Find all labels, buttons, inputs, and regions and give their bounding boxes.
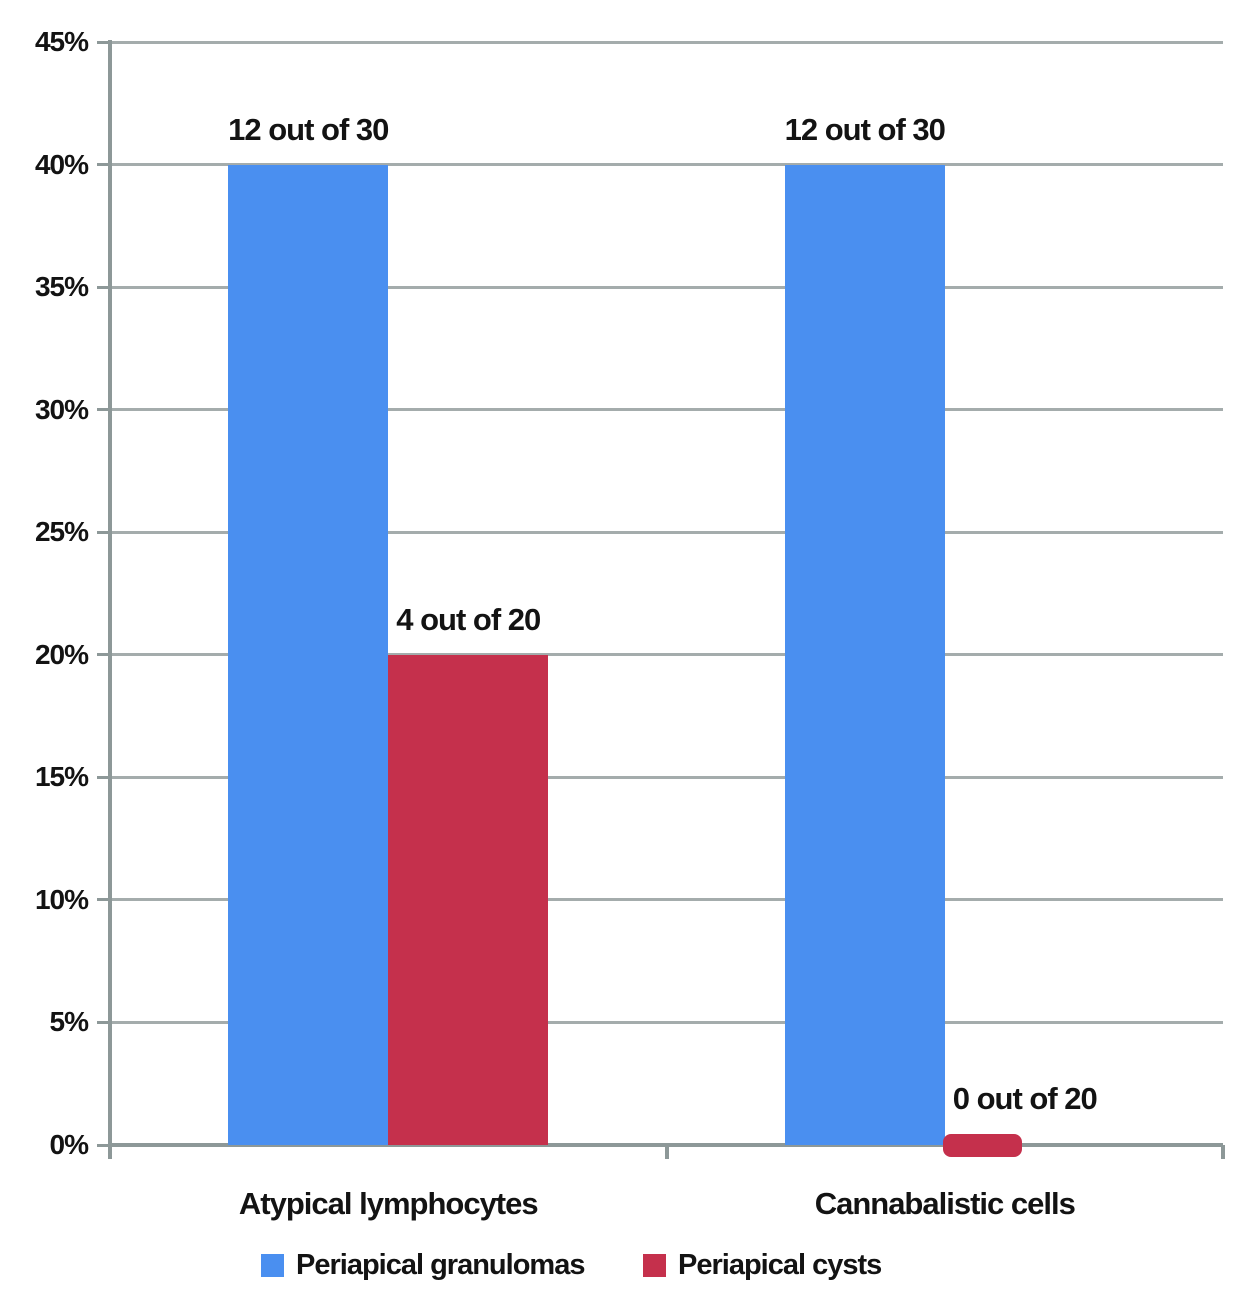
category-label-atypical-lymphocytes: Atypical lymphocytes <box>238 1186 539 1221</box>
gridline <box>110 775 1223 779</box>
y-axis-tick <box>97 1020 110 1024</box>
legend-swatch-periapical-granulomas <box>261 1254 284 1277</box>
bar-periapical-cysts-cannabalistic-cells <box>942 1133 1022 1157</box>
bar-periapical-cysts-atypical-lymphocytes <box>388 654 549 1145</box>
y-axis-tick-label: 0% <box>49 1129 89 1160</box>
bar-value-label: 4 out of 20 <box>396 601 541 637</box>
x-axis-tick <box>1221 1145 1225 1159</box>
gridline <box>110 653 1223 657</box>
bar-periapical-granulomas-cannabalistic-cells <box>784 164 945 1145</box>
y-axis-tick-label: 30% <box>34 393 89 425</box>
y-axis-tick <box>97 898 110 902</box>
gridline <box>110 408 1223 412</box>
y-axis-tick <box>97 530 110 534</box>
y-axis-tick <box>97 775 110 779</box>
y-axis-tick <box>97 408 110 412</box>
bar-value-label: 0 out of 20 <box>952 1080 1098 1116</box>
x-axis-tick <box>664 1145 669 1159</box>
gridline <box>110 898 1223 902</box>
y-axis-tick-label: 20% <box>34 638 89 670</box>
legend-label: Periapical granulomas <box>296 1249 585 1281</box>
y-axis-tick <box>97 653 110 657</box>
y-axis-tick-label: 40% <box>34 148 89 180</box>
category-label-cannabalistic-cells: Cannabalistic cells <box>814 1186 1076 1221</box>
y-axis-tick <box>97 285 110 289</box>
legend-item-periapical-granulomas: Periapical granulomas <box>261 1249 585 1281</box>
y-axis-tick <box>97 163 110 167</box>
y-axis-tick <box>97 1143 110 1147</box>
y-axis-tick <box>97 40 110 44</box>
bar-value-label: 12 out of 30 <box>784 111 946 147</box>
y-axis-tick-label: 25% <box>34 516 89 548</box>
gridline <box>110 1020 1223 1024</box>
gridline <box>110 163 1223 167</box>
y-axis-tick-label: 15% <box>34 761 89 793</box>
gridline <box>110 285 1223 289</box>
legend-swatch-periapical-cysts <box>643 1254 666 1277</box>
legend-label: Periapical cysts <box>678 1249 882 1281</box>
y-axis-tick-label: 35% <box>34 271 89 303</box>
y-axis-tick-label: 45% <box>34 26 89 57</box>
gridline <box>110 530 1223 534</box>
legend-item-periapical-cysts: Periapical cysts <box>643 1249 882 1281</box>
y-axis-tick-label: 10% <box>34 883 89 915</box>
y-axis-tick-label: 5% <box>49 1006 89 1038</box>
gridline <box>110 40 1223 44</box>
bar-periapical-granulomas-atypical-lymphocytes <box>228 164 389 1145</box>
bar-value-label: 12 out of 30 <box>228 111 389 147</box>
y-axis-line <box>108 40 112 1159</box>
